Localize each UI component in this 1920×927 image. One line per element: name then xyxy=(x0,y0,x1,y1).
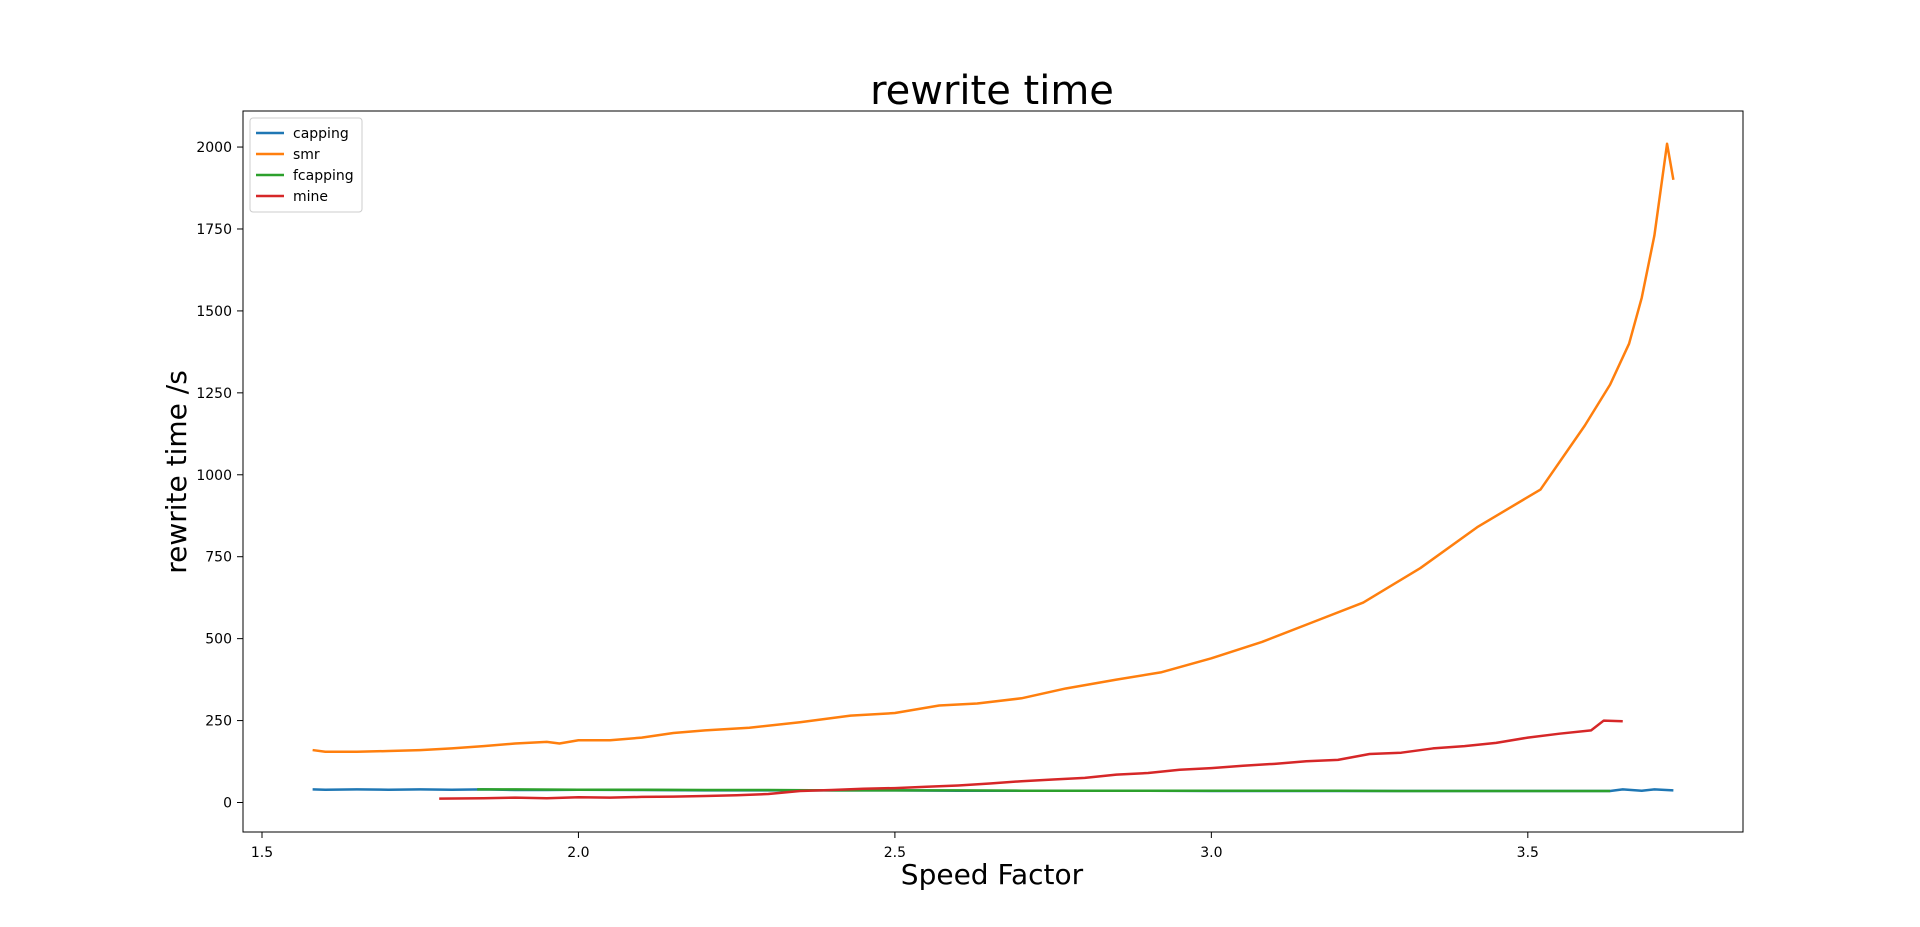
y-tick-label: 1000 xyxy=(196,468,232,484)
legend-label-mine: mine xyxy=(293,189,328,205)
x-tick-label: 1.5 xyxy=(251,845,273,861)
legend-label-smr: smr xyxy=(293,147,320,163)
x-tick-label: 3.0 xyxy=(1200,845,1222,861)
series-line-mine xyxy=(439,719,1623,800)
y-tick-label: 1250 xyxy=(196,386,232,402)
x-tick-label: 2.5 xyxy=(884,845,906,861)
x-axis-label: Speed Factor xyxy=(901,858,1084,891)
y-tick-label: 500 xyxy=(205,632,232,648)
y-tick-label: 2000 xyxy=(196,140,232,156)
x-tick-label: 3.5 xyxy=(1517,845,1539,861)
plot-frame xyxy=(242,110,1744,833)
series-line-fcapping xyxy=(477,788,1611,793)
y-tick-label: 1500 xyxy=(196,304,232,320)
y-tick-label: 250 xyxy=(205,714,232,730)
y-tick-label: 750 xyxy=(205,550,232,566)
y-axis-label: rewrite time /s xyxy=(160,370,193,574)
y-tick-label: 1750 xyxy=(196,222,232,238)
legend-label-fcapping: fcapping xyxy=(293,168,354,184)
y-tick-label: 0 xyxy=(223,796,232,812)
legend-box xyxy=(249,117,363,213)
series-line-smr xyxy=(312,142,1675,753)
legend-label-capping: capping xyxy=(293,126,349,142)
legend: capping smr fcapping mine xyxy=(249,117,363,213)
chart-title: rewrite time xyxy=(870,68,1114,114)
plot-area: 1.5 2.0 2.5 3.0 3.5 0 250 500 750 1000 1250 1500 175… xyxy=(196,110,1744,861)
x-tick-label: 2.0 xyxy=(567,845,589,861)
